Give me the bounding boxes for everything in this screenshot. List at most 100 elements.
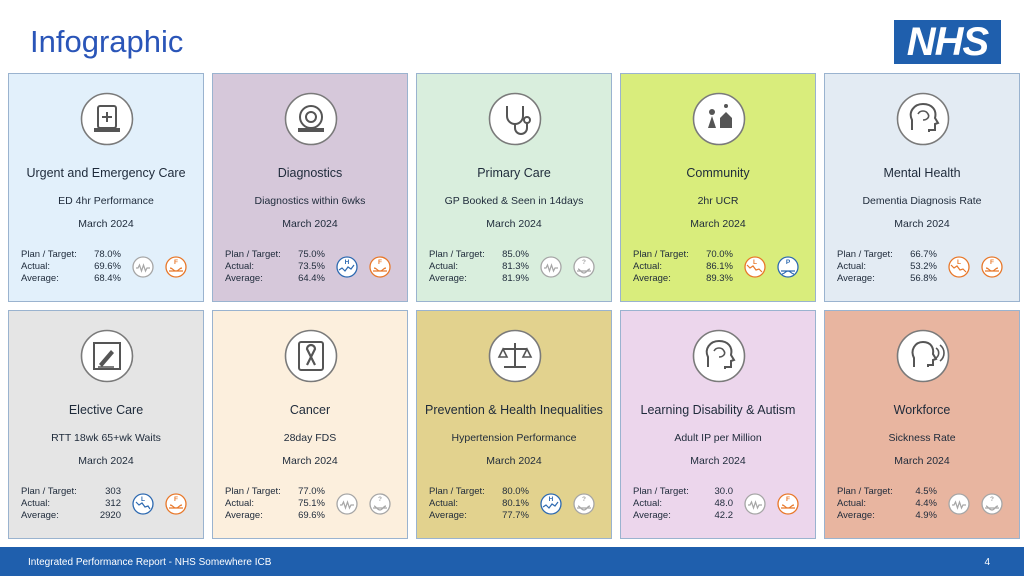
kpi-card[interactable]: Learning Disability & Autism Adult IP per… <box>620 310 816 539</box>
assurance-pass-icon: P <box>777 256 799 278</box>
plan-row: Plan / Target: 66.7% <box>837 249 937 261</box>
kpi-card[interactable]: Primary Care GP Booked & Seen in 14days Ma… <box>416 73 612 302</box>
plan-value: 75.0% <box>298 249 325 260</box>
card-period: March 2024 <box>894 218 950 230</box>
kpi-card[interactable]: Mental Health Dementia Diagnosis Rate Marc… <box>824 73 1020 302</box>
community-icon <box>692 92 746 146</box>
card-period: March 2024 <box>486 455 542 467</box>
svg-text:?: ? <box>990 496 994 503</box>
assurance-fail-icon: F <box>369 256 391 278</box>
average-row: Average: 64.4% <box>225 273 325 285</box>
average-label: Average: <box>429 273 467 284</box>
kpi-card[interactable]: Community 2hr UCR March 2024 Plan / Target:… <box>620 73 816 302</box>
actual-label: Actual: <box>633 261 663 272</box>
card-title: Community <box>686 166 750 180</box>
average-row: Average: 77.7% <box>429 510 529 522</box>
average-row: Average: 89.3% <box>633 273 733 285</box>
average-label: Average: <box>837 273 875 284</box>
actual-label: Actual: <box>837 261 867 272</box>
average-row: Average: 42.2 <box>633 510 733 522</box>
actual-label: Actual: <box>21 261 51 272</box>
kpi-card[interactable]: Elective Care RTT 18wk 65+wk Waits March 2… <box>8 310 204 539</box>
plan-label: Plan / Target: <box>837 486 893 497</box>
kpi-card[interactable]: Prevention & Health Inequalities Hyperten… <box>416 310 612 539</box>
svg-text:?: ? <box>582 496 586 503</box>
kpi-card[interactable]: Cancer 28day FDS March 2024 Plan / Target: 7… <box>212 310 408 539</box>
actual-row: Actual: 53.2% <box>837 261 937 273</box>
svg-text:?: ? <box>378 496 382 503</box>
card-title: Urgent and Emergency Care <box>26 166 186 180</box>
svg-text:H: H <box>549 496 554 503</box>
card-stats: Plan / Target: 66.7% Actual: 53.2% Average: 5… <box>837 249 937 285</box>
card-title: Elective Care <box>68 403 144 417</box>
plan-label: Plan / Target: <box>633 249 689 260</box>
actual-value: 81.3% <box>502 261 529 272</box>
actual-label: Actual: <box>225 261 255 272</box>
plan-row: Plan / Target: 75.0% <box>225 249 325 261</box>
plan-label: Plan / Target: <box>21 249 77 260</box>
plan-value: 77.0% <box>298 486 325 497</box>
average-label: Average: <box>225 510 263 521</box>
actual-label: Actual: <box>21 498 51 509</box>
actual-label: Actual: <box>225 498 255 509</box>
variation-common-cause-icon <box>336 493 358 515</box>
card-stats: Plan / Target: 80.0% Actual: 80.1% Average: 7… <box>429 486 529 522</box>
assurance-inconsistent-icon: ? <box>573 256 595 278</box>
mri-scanner-icon <box>284 92 338 146</box>
svg-text:L: L <box>753 259 757 266</box>
card-metric: GP Booked & Seen in 14days <box>444 195 584 207</box>
plan-row: Plan / Target: 30.0 <box>633 486 733 498</box>
plan-row: Plan / Target: 80.0% <box>429 486 529 498</box>
page-number: 4 <box>984 557 990 568</box>
card-period: March 2024 <box>78 455 134 467</box>
card-stats: Plan / Target: 75.0% Actual: 73.5% Average: 6… <box>225 249 325 285</box>
assurance-fail-icon: F <box>981 256 1003 278</box>
plan-row: Plan / Target: 77.0% <box>225 486 325 498</box>
plan-label: Plan / Target: <box>633 486 689 497</box>
svg-text:?: ? <box>582 259 586 266</box>
card-period: March 2024 <box>894 455 950 467</box>
average-label: Average: <box>837 510 875 521</box>
average-value: 2920 <box>99 510 121 521</box>
actual-row: Actual: 312 <box>21 498 121 510</box>
variation-common-cause-icon <box>744 493 766 515</box>
average-value: 69.6% <box>298 510 325 521</box>
plan-label: Plan / Target: <box>21 486 77 497</box>
footer-bar: Integrated Performance Report - NHS Some… <box>0 547 1024 576</box>
page-title: Infographic <box>30 24 184 59</box>
plan-label: Plan / Target: <box>225 486 281 497</box>
average-label: Average: <box>633 510 671 521</box>
card-metric: Dementia Diagnosis Rate <box>862 195 982 207</box>
kpi-card[interactable]: Diagnostics Diagnostics within 6wks March … <box>212 73 408 302</box>
actual-row: Actual: 73.5% <box>225 261 325 273</box>
plan-value: 66.7% <box>910 249 937 260</box>
plan-value: 70.0% <box>706 249 733 260</box>
assurance-inconsistent-icon: ? <box>369 493 391 515</box>
card-period: March 2024 <box>282 455 338 467</box>
stethoscope-icon <box>488 92 542 146</box>
average-value: 56.8% <box>910 273 937 284</box>
actual-label: Actual: <box>429 498 459 509</box>
kpi-card[interactable]: Workforce Sickness Rate March 2024 Plan / T… <box>824 310 1020 539</box>
variation-concern-low-icon: L <box>948 256 970 278</box>
svg-text:H: H <box>345 259 350 266</box>
average-value: 64.4% <box>298 273 325 284</box>
average-value: 81.9% <box>502 273 529 284</box>
plan-label: Plan / Target: <box>225 249 281 260</box>
average-label: Average: <box>21 510 59 521</box>
svg-text:L: L <box>957 259 961 266</box>
card-title: Cancer <box>289 403 331 417</box>
kpi-card[interactable]: Urgent and Emergency Care ED 4hr Performa… <box>8 73 204 302</box>
assurance-fail-icon: F <box>165 256 187 278</box>
variation-common-cause-icon <box>948 493 970 515</box>
actual-value: 80.1% <box>502 498 529 509</box>
plan-label: Plan / Target: <box>837 249 893 260</box>
actual-label: Actual: <box>633 498 663 509</box>
card-stats: Plan / Target: 78.0% Actual: 69.6% Average: 6… <box>21 249 121 285</box>
plan-value: 303 <box>105 486 121 497</box>
svg-text:F: F <box>174 496 178 503</box>
actual-value: 73.5% <box>298 261 325 272</box>
actual-value: 86.1% <box>706 261 733 272</box>
assurance-fail-icon: F <box>165 493 187 515</box>
plan-row: Plan / Target: 303 <box>21 486 121 498</box>
